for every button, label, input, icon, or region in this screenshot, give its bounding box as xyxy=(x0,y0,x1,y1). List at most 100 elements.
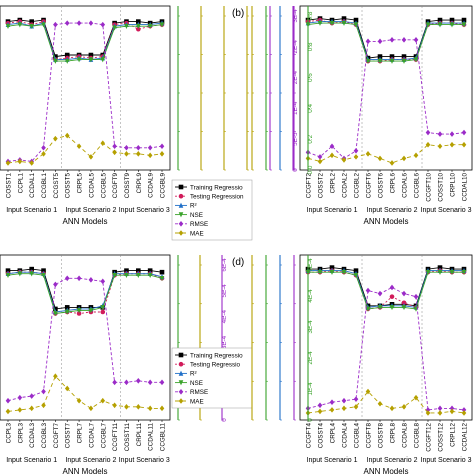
chart-panel-1: COSST1 CCPL1 CCDAL1 CCGBL1 CCGST5 COSST5 CRPL5… xyxy=(0,5,299,241)
data-point xyxy=(112,402,117,409)
data-point xyxy=(329,143,335,150)
data-point xyxy=(124,404,129,410)
legend-marker xyxy=(178,230,184,236)
scenario-label: Input Scenario 1 xyxy=(6,207,57,214)
data-point xyxy=(317,20,323,26)
data-point xyxy=(76,397,82,404)
x-tick-label: CCGST5 xyxy=(53,173,60,199)
data-point xyxy=(100,21,106,28)
x-tick-label: CCGFT4 xyxy=(306,423,313,449)
x-tick-label: CCGFT9 xyxy=(112,173,119,199)
x-tick-label: COSST6 xyxy=(378,173,385,199)
x-tick-label: CRPL3 xyxy=(17,423,24,444)
data-point xyxy=(449,405,455,412)
data-point xyxy=(317,269,323,275)
x-tick-label: CCDAL2 xyxy=(342,173,349,198)
data-point xyxy=(449,17,455,23)
data-point xyxy=(64,309,70,315)
data-point xyxy=(159,405,165,412)
data-point xyxy=(88,57,94,63)
legend: Training Regressio Testing Regression R² NS… xyxy=(171,179,253,241)
data-point xyxy=(401,404,407,410)
x-tick-label: CCGFT6 xyxy=(366,173,373,199)
x-tick-label: CRPL2 xyxy=(330,173,337,194)
x-tick-label: CCGBL3 xyxy=(41,423,48,449)
data-point xyxy=(53,135,58,142)
series-line-3 xyxy=(7,273,163,314)
x-axis-title: ANN Models xyxy=(364,467,409,474)
data-point xyxy=(365,38,371,45)
x-tick-label: CCGFT10 xyxy=(426,173,433,202)
data-point xyxy=(17,394,23,401)
x-tick-label: COSST2 xyxy=(318,173,325,199)
data-point xyxy=(329,269,335,275)
data-point xyxy=(365,306,371,312)
data-point xyxy=(317,408,323,415)
data-point xyxy=(41,144,46,151)
data-point xyxy=(353,22,359,28)
data-point xyxy=(341,397,347,404)
x-tick-label: CCDAL4 xyxy=(342,423,349,448)
data-point xyxy=(389,405,395,412)
x-tick-label: CCDAL5 xyxy=(88,173,95,198)
data-point xyxy=(461,269,467,275)
plot-frame xyxy=(299,5,473,171)
data-point xyxy=(353,148,359,154)
scenario-label: Input Scenario 1 xyxy=(307,207,358,214)
x-tick-label: CRPL6 xyxy=(390,173,397,194)
data-point xyxy=(29,393,34,399)
axis-tick-label: 0.0 xyxy=(307,165,314,174)
data-point xyxy=(124,379,129,386)
x-tick-label: CRPL9 xyxy=(136,173,143,194)
x-tick-label: CCDAL3 xyxy=(29,423,36,448)
axis-tick-label: 2E-4 xyxy=(292,40,299,54)
data-point xyxy=(88,405,94,412)
legend-label: Training Regressio xyxy=(190,184,243,191)
scenario-label: Input Scenario 2 xyxy=(367,457,418,464)
data-point xyxy=(413,57,419,63)
data-point xyxy=(353,268,359,273)
data-point xyxy=(29,405,34,412)
data-point xyxy=(136,404,141,410)
data-point xyxy=(353,272,359,279)
data-point xyxy=(41,151,46,157)
data-point xyxy=(329,407,335,413)
data-point xyxy=(100,278,106,285)
data-point xyxy=(461,407,467,413)
x-tick-label: CRPL5 xyxy=(77,173,84,194)
data-point xyxy=(53,58,58,64)
data-point xyxy=(41,402,46,409)
data-point xyxy=(353,154,359,160)
x-tick-label: CCDAL10 xyxy=(462,173,469,202)
data-point xyxy=(389,54,395,59)
x-tick-label: CCGFT12 xyxy=(426,423,433,452)
data-point xyxy=(136,26,141,32)
scenario-label: Input Scenario 3 xyxy=(421,207,472,214)
data-point xyxy=(147,272,153,279)
data-point xyxy=(124,144,129,151)
data-point xyxy=(159,22,165,28)
data-point xyxy=(76,143,82,150)
x-tick-label: COSST11 xyxy=(124,423,131,452)
x-tick-label: CRPL10 xyxy=(450,173,457,197)
data-point xyxy=(159,143,165,150)
scenario-label: Input Scenario 3 xyxy=(119,457,170,464)
plot-frame xyxy=(0,254,171,421)
axis-tick-label: 5E-5 xyxy=(292,132,299,146)
x-tick-label: CCDAL8 xyxy=(402,423,409,448)
x-tick-label: CCGFT11 xyxy=(112,423,119,452)
data-point xyxy=(329,399,335,406)
legend-label: R² xyxy=(190,203,197,210)
axis-tick-label: 1E-4 xyxy=(292,101,299,115)
data-point xyxy=(17,271,23,277)
x-axis-title: ANN Models xyxy=(364,217,409,226)
data-point xyxy=(377,305,383,311)
data-point xyxy=(413,394,419,401)
legend-label: Training Regressio xyxy=(190,352,243,359)
data-point xyxy=(425,22,431,28)
data-point xyxy=(88,20,94,26)
series-line-1 xyxy=(307,19,465,62)
x-tick-label: CCGBL5 xyxy=(100,173,107,199)
axis-tick-label: 3E-4 xyxy=(307,320,314,334)
